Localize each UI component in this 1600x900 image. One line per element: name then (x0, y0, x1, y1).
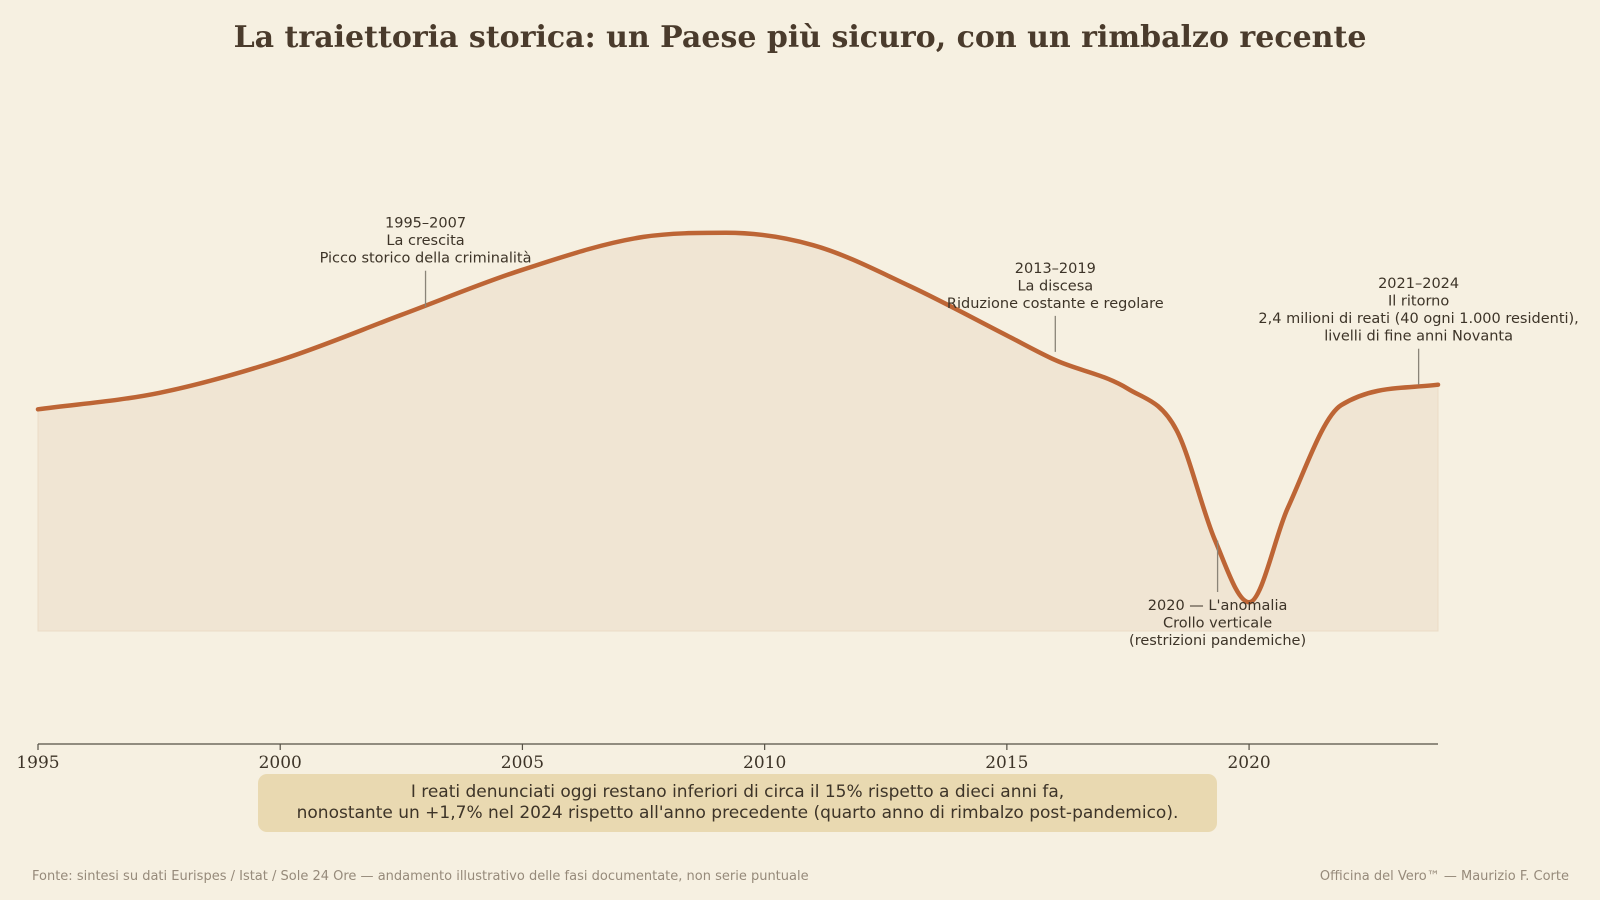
credit: Officina del Vero™ — Maurizio F. Corte (1319, 869, 1569, 884)
summary-line-2: nonostante un +1,7% nel 2024 rispetto al… (296, 803, 1179, 823)
annotation-text: 2,4 milioni di reati (40 ogni 1.000 resi… (1258, 311, 1578, 327)
annotation-text: Riduzione costante e regolare (947, 296, 1164, 312)
annotation-text: 2020 — L'anomalia (1148, 598, 1288, 614)
annotation-text: (restrizioni pandemiche) (1129, 633, 1306, 649)
annotation-text: Crollo verticale (1163, 616, 1272, 632)
series-line-0 (35, 230, 1441, 605)
x-tick-label: 1995 (16, 753, 59, 773)
annotation-text: La crescita (386, 233, 464, 249)
annotation-text: Picco storico della criminalità (320, 251, 532, 267)
x-tick-label: 2010 (743, 753, 786, 773)
annotation-text: 2021–2024 (1378, 276, 1459, 292)
x-tick-label: 2005 (501, 753, 544, 773)
annotation-text: 2013–2019 (1015, 261, 1096, 277)
plot-area (35, 230, 1441, 632)
annotation-text: 1995–2007 (385, 216, 466, 232)
source-note: Fonte: sintesi su dati Eurispes / Istat … (32, 869, 809, 884)
x-tick-label: 2015 (985, 753, 1028, 773)
annotation-text: La discesa (1017, 278, 1093, 294)
summary-box: I reati denunciati oggi restano inferior… (258, 774, 1217, 832)
chart-title: La traiettoria storica: un Paese più sic… (233, 20, 1367, 55)
x-axis: 1995 2000 2005 2010 2015 2020 (16, 743, 1438, 773)
summary-line-1: I reati denunciati oggi restano inferior… (410, 782, 1065, 802)
x-tick-label: 2020 (1227, 753, 1270, 773)
annotation-2: 2020 — L'anomalia Crollo verticale(restri… (1129, 540, 1306, 649)
annotation-text: Il ritorno (1388, 294, 1449, 310)
annotation-text: livelli di fine anni Novanta (1324, 329, 1513, 345)
x-tick-label: 2000 (259, 753, 302, 773)
